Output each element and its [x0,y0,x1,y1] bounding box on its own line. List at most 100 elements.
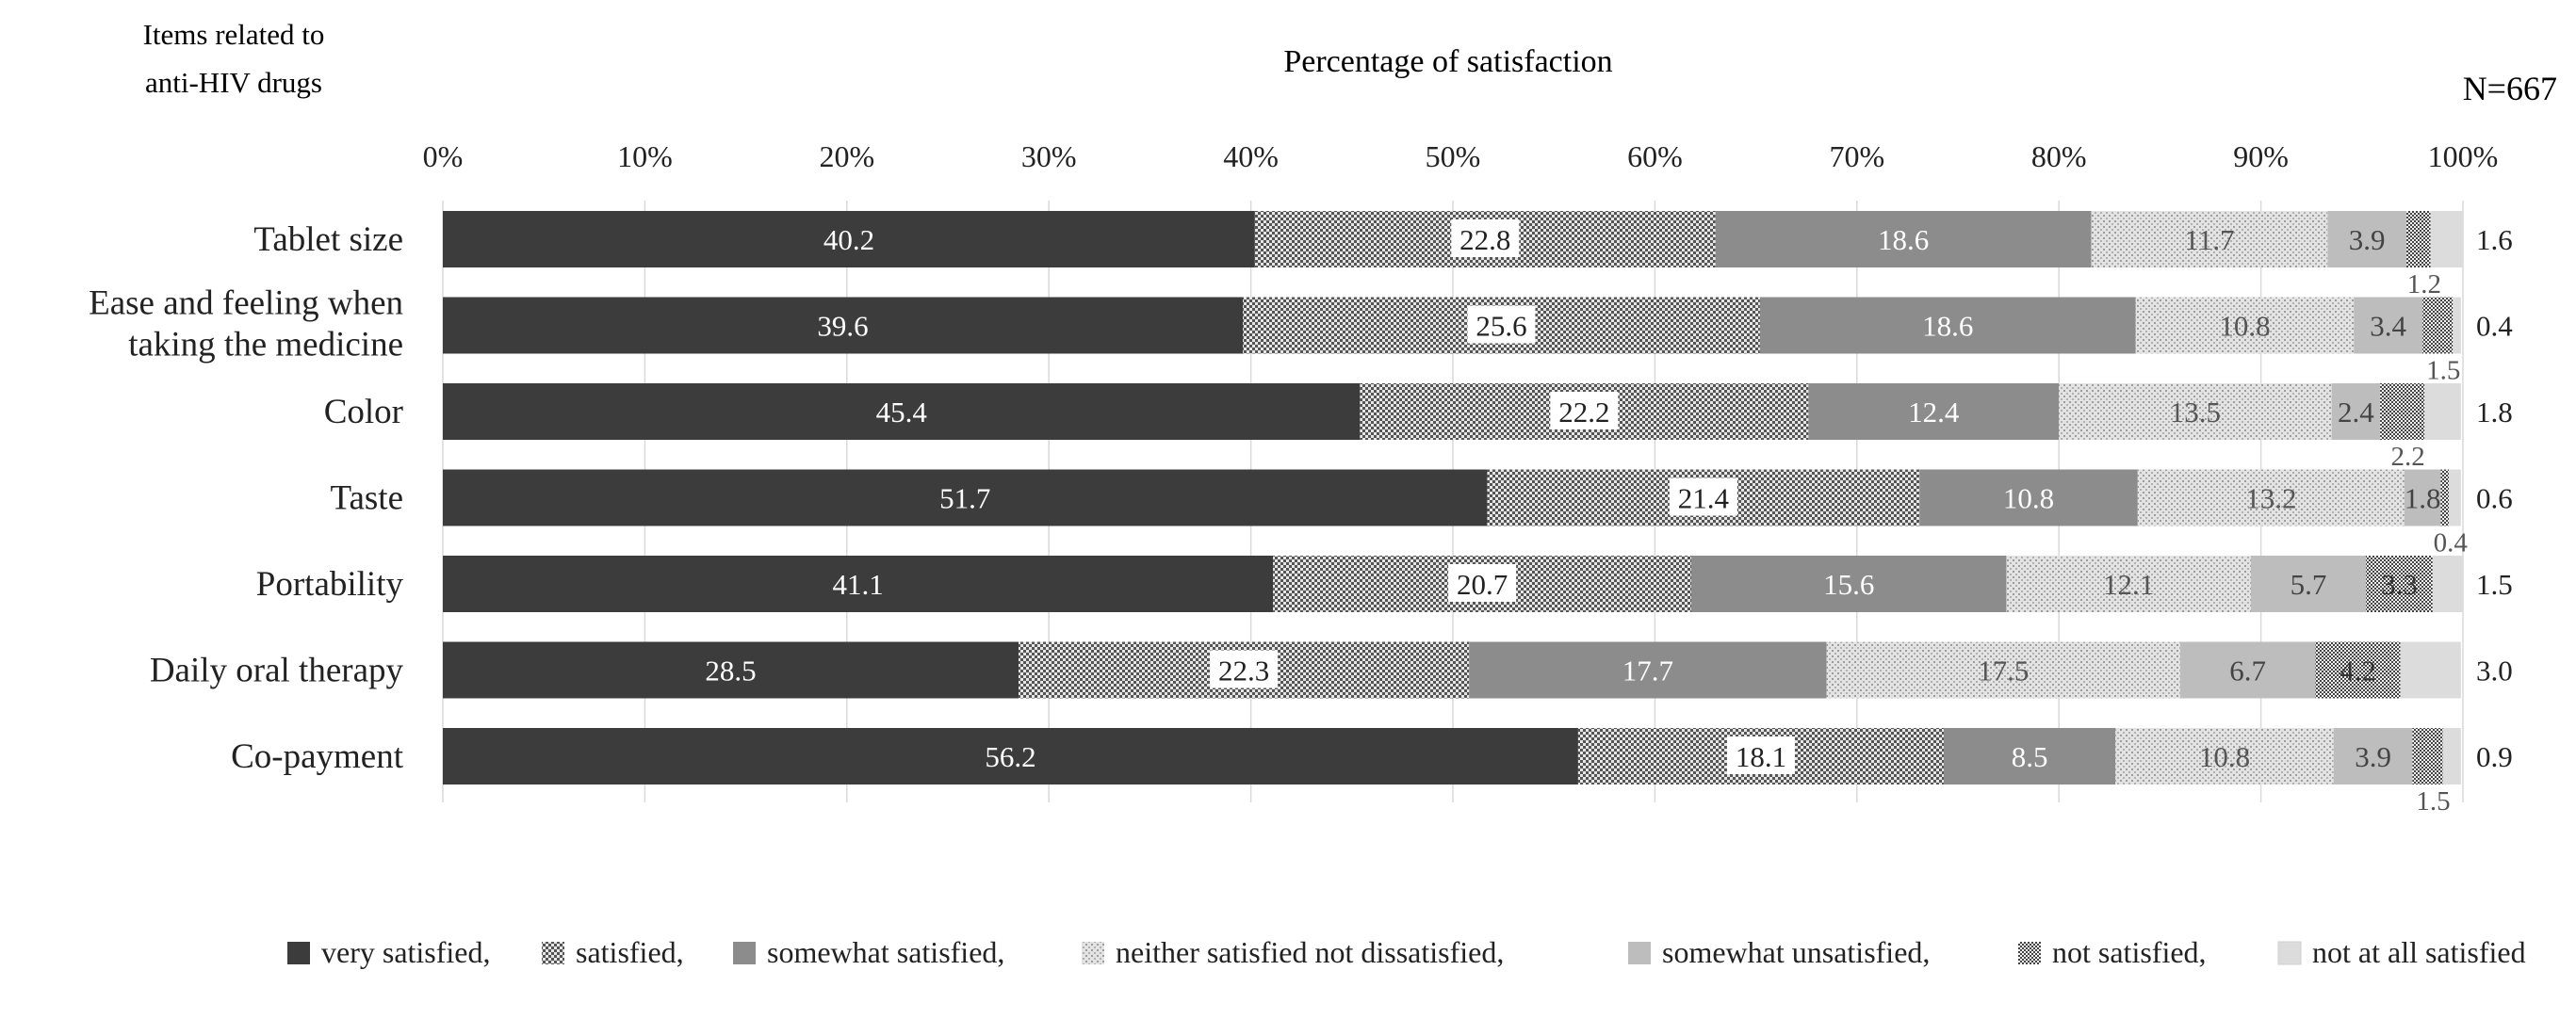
bar-segment [2354,297,2423,354]
bar-segment [2333,728,2413,784]
bar-segment [2179,641,2316,699]
bar-segment [443,383,1361,440]
x-tick-label: 0% [423,139,464,173]
bar-segment [443,211,1255,267]
legend-swatch [287,942,310,964]
x-tick-label: 80% [2031,139,2087,173]
data-label: 40.2 [823,223,874,256]
bar-segment [2448,469,2461,526]
data-label: 2.4 [2338,396,2374,429]
data-label: 12.4 [1908,396,1960,429]
bar-segment [443,469,1488,526]
category-label: Color [324,393,403,431]
chart-text: Items related to anti-HIV drugs Percenta… [89,18,2557,817]
data-label-box [1726,736,1795,774]
bar-segment [2250,556,2367,612]
data-label: 28.5 [705,655,756,687]
data-label: 0.9 [2476,740,2513,773]
bar-segment [1690,556,2007,612]
data-label: 11.7 [2184,223,2234,256]
data-label-box [1467,305,1536,344]
data-label: 22.8 [1459,223,1510,256]
category-label: Taste [330,479,403,518]
bar-segment [2137,469,2405,526]
legend-swatch [2018,942,2041,964]
data-label: 10.8 [2003,482,2054,515]
sample-size-annotation: N=667 [2463,70,2557,107]
bar-segment [443,641,1019,699]
data-label: 41.1 [832,568,883,601]
bar-segment [2331,383,2381,440]
bar-segment [443,297,1244,354]
data-label: 1.6 [2476,223,2513,256]
data-label: 8.5 [2012,740,2048,773]
data-label: 12.1 [2103,568,2154,601]
bar-segment [1826,641,2180,699]
legend-swatch [733,942,756,964]
x-tick-label: 30% [1021,139,1077,173]
bar-segment [2315,641,2401,699]
bar-segment [2006,556,2251,612]
bar-segment [2430,211,2463,267]
chart-title: Percentage of satisfaction [1283,44,1612,79]
data-label: 3.9 [2349,223,2386,256]
category-label: Co-payment [231,737,404,776]
x-tick-label: 20% [819,139,874,173]
bar-segment [1759,297,2136,354]
bar-segment [2135,297,2355,354]
legend-swatch [542,942,564,964]
x-tick-label: 40% [1223,139,1279,173]
bar-segment [2442,728,2461,784]
data-label-box [1550,392,1619,429]
bar-segment [2400,641,2461,699]
data-label: 4.2 [2340,655,2376,687]
data-label-box [1451,219,1520,257]
category-label: Tablet size [253,220,403,259]
bar-segment [2453,297,2461,354]
category-label: Ease and feeling when [89,284,403,323]
legend-swatch [1082,942,1104,964]
bar-segment [1469,641,1827,699]
bar-segment [1808,383,2060,440]
legend-label: somewhat satisfied, [767,935,1004,969]
data-label: 0.4 [2434,528,2469,558]
data-label: 5.7 [2291,568,2327,601]
legend-swatch [2277,941,2302,965]
bar-segment [443,556,1274,612]
bar-segment [2091,211,2328,267]
category-label: Daily oral therapy [150,652,404,690]
data-label: 1.2 [2407,269,2441,299]
data-label: 18.6 [1922,310,1973,343]
x-tick-label: 70% [1829,139,1884,173]
bar-segment [2432,556,2463,612]
legend-label: neither satisfied not dissatisfied, [1116,935,1504,969]
data-label: 21.4 [1678,482,1730,515]
legend-swatch [1628,942,1651,964]
data-label: 15.6 [1823,568,1874,601]
data-label: 3.4 [2370,310,2406,343]
data-label: 39.6 [817,310,868,343]
bar-segment [2422,297,2454,354]
x-tick-label: 60% [1627,139,1683,173]
category-axis-title-line-2: anti-HIV drugs [145,66,322,99]
bar-segment [443,728,1578,784]
data-label: 1.5 [2416,786,2450,817]
x-tick-label: 100% [2428,139,2499,173]
data-label: 10.8 [2219,310,2270,343]
bar-segment [2059,383,2332,440]
bar-segment [2366,556,2433,612]
data-label: 17.5 [1978,655,2029,687]
data-label: 13.2 [2245,482,2296,515]
data-label-box [1669,477,1737,516]
bar-segment [1715,211,2092,267]
data-label: 3.3 [2381,568,2418,601]
bar-segment [2380,383,2425,440]
x-tick-label: 90% [2233,139,2289,173]
data-label: 0.6 [2476,482,2513,515]
data-label: 3.9 [2355,740,2391,773]
data-label: 0.4 [2476,310,2513,343]
legend-label: not at all satisfied [2312,935,2526,969]
data-label: 13.5 [2170,396,2221,429]
data-label: 10.8 [2199,740,2250,773]
